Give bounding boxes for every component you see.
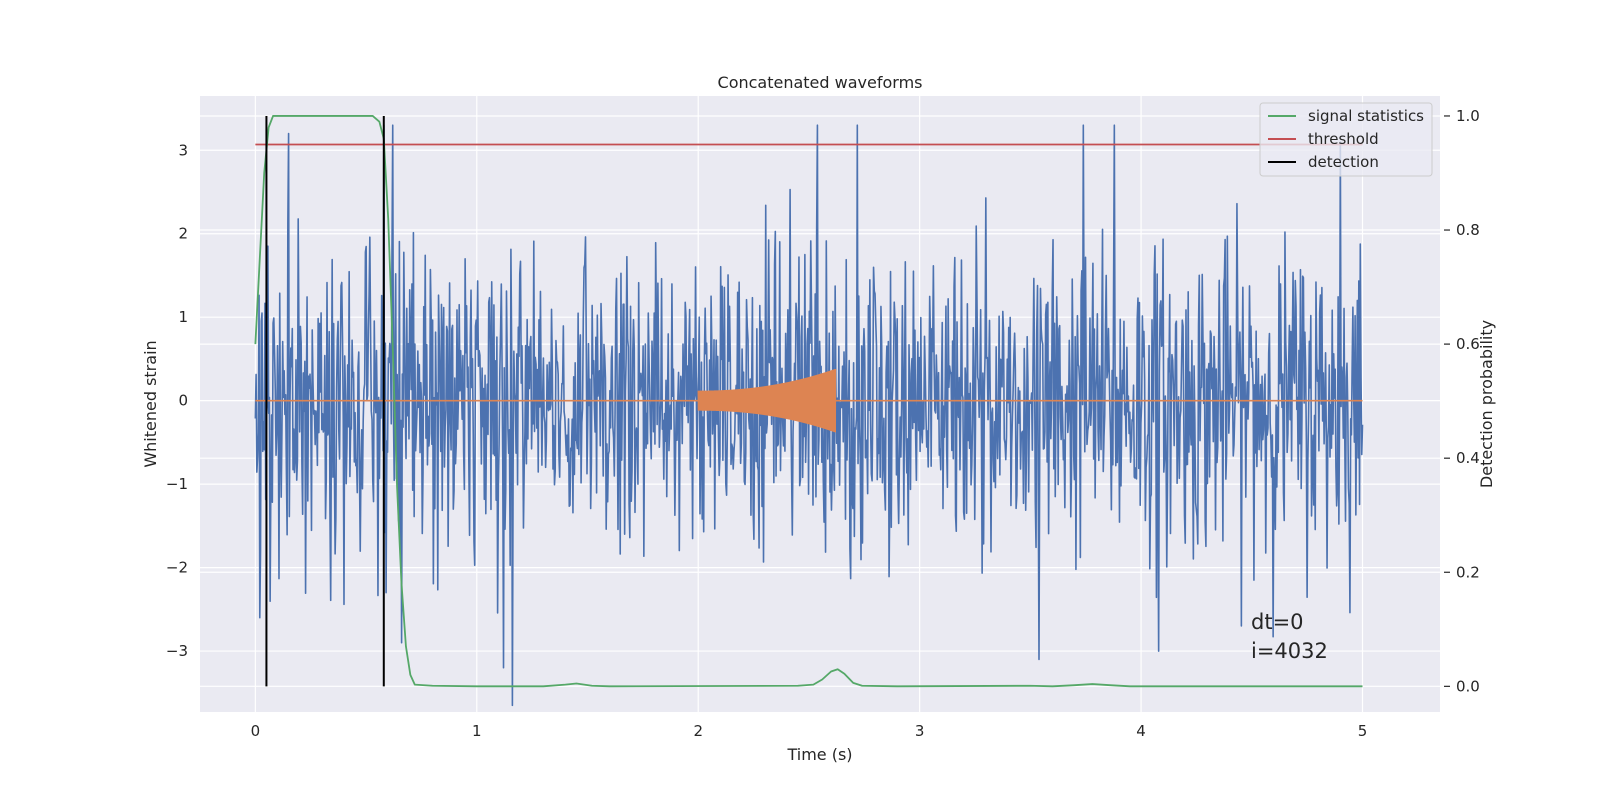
x-axis-ticks: 0 1 2 3 4 5 bbox=[251, 722, 1368, 740]
y-left-tick-label: 1 bbox=[178, 308, 188, 326]
y-right-tick-label: 0.6 bbox=[1456, 335, 1480, 353]
legend-label-signal-statistics: signal statistics bbox=[1308, 107, 1424, 125]
waveform-series bbox=[255, 368, 1363, 433]
y-left-tick-label: 2 bbox=[178, 225, 188, 243]
x-tick-label: 1 bbox=[472, 722, 482, 740]
y-right-tick-label: 0.4 bbox=[1456, 449, 1480, 467]
legend-box bbox=[1259, 102, 1433, 177]
y-axis-right-title: Detection probability bbox=[1477, 320, 1496, 488]
annotation-dt: dt=0 bbox=[1251, 610, 1304, 634]
y-left-tick-label: 0 bbox=[178, 392, 188, 410]
x-tick-label: 0 bbox=[251, 722, 261, 740]
x-tick-label: 3 bbox=[915, 722, 925, 740]
y-left-tick-label: 3 bbox=[178, 141, 188, 159]
x-tick-label: 5 bbox=[1358, 722, 1368, 740]
x-tick-label: 2 bbox=[693, 722, 703, 740]
chart-title: Concatenated waveforms bbox=[718, 73, 923, 92]
y-axis-left-ticks: −3 −2 −1 0 1 2 3 bbox=[166, 141, 188, 660]
y-right-tick-label: 0.2 bbox=[1456, 563, 1480, 581]
x-tick-label: 4 bbox=[1136, 722, 1146, 740]
y-right-tick-label: 1.0 bbox=[1456, 107, 1480, 125]
signal-statistics-series bbox=[254, 115, 1363, 688]
legend-label-detection: detection bbox=[1308, 153, 1379, 171]
waveform-chirp bbox=[697, 368, 837, 433]
annotation-index: i=4032 bbox=[1251, 639, 1328, 663]
y-right-tick-label: 0.8 bbox=[1456, 221, 1480, 239]
y-left-tick-label: −1 bbox=[166, 475, 188, 493]
detection-series bbox=[265, 115, 385, 687]
y-left-tick-label: −2 bbox=[166, 559, 188, 577]
x-axis-title: Time (s) bbox=[786, 745, 852, 764]
legend: signal statistics threshold detection bbox=[1259, 102, 1433, 177]
y-axis-left-title: Whitened strain bbox=[141, 340, 160, 467]
legend-label-threshold: threshold bbox=[1308, 130, 1379, 148]
y-left-tick-label: −3 bbox=[166, 642, 188, 660]
y-axis-right-ticks: 0.0 0.2 0.4 0.6 0.8 1.0 bbox=[1444, 107, 1480, 695]
signal-statistics-line bbox=[254, 115, 1363, 688]
y-right-tick-label: 0.0 bbox=[1456, 677, 1480, 695]
